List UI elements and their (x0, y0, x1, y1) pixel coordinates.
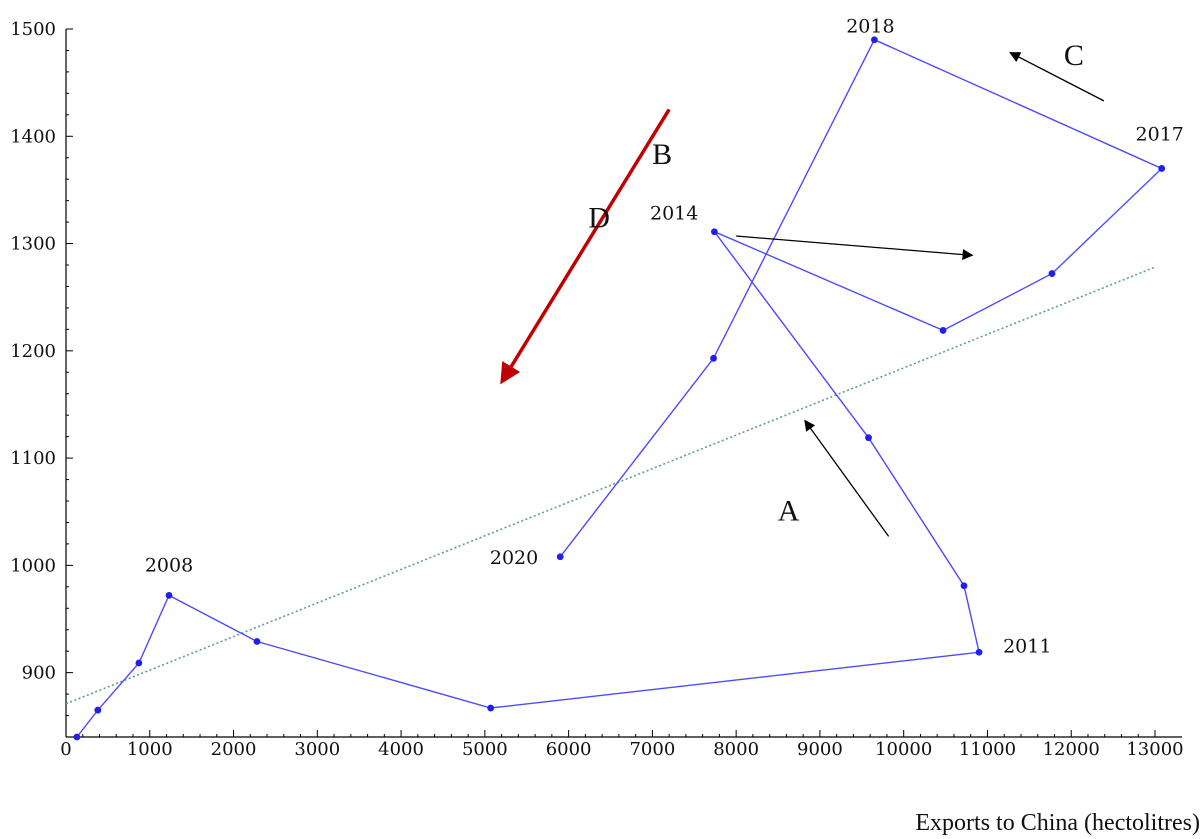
x-tick-label: 1000 (127, 739, 173, 760)
data-point (939, 327, 947, 334)
point-label: 2020 (490, 547, 538, 569)
data-point (865, 434, 872, 442)
data-point (975, 648, 983, 656)
x-axis-label: Exports to China (hectolitres) (915, 810, 1200, 836)
data-point (710, 228, 718, 236)
x-tick-label: 8000 (713, 739, 759, 760)
x-tick-label: 9000 (797, 739, 843, 760)
annotation-arrow (500, 108, 671, 385)
data-point (1158, 165, 1166, 172)
x-tick-label: 7000 (629, 739, 675, 760)
annotation-letter: C (1064, 39, 1084, 72)
data-point (94, 706, 102, 714)
data-point (870, 36, 878, 44)
point-label: 2008 (145, 554, 193, 576)
data-point (1048, 270, 1056, 277)
annotation-arrow (804, 419, 890, 537)
x-tick-label: 13000 (1126, 739, 1183, 760)
point-label: 2018 (846, 16, 894, 38)
y-tick-label: 1100 (10, 448, 56, 469)
trendline (65, 266, 1156, 705)
data-point (165, 592, 173, 599)
annotations: A B C D (500, 39, 1105, 537)
data-point (487, 704, 495, 712)
annotation-letter: A (778, 494, 800, 527)
annotation-letter: B (652, 138, 672, 171)
point-label: 2014 (650, 203, 698, 225)
x-tick-label: 4000 (378, 739, 424, 760)
data-point (960, 582, 968, 590)
x-tick-label: 11000 (959, 739, 1016, 760)
x-tick-label: 12000 (1043, 739, 1100, 760)
data-point (556, 553, 564, 561)
annotation-arrow (736, 235, 974, 261)
y-tick-label: 1000 (10, 555, 56, 576)
annotation-arrow (1009, 52, 1105, 102)
data-point (73, 733, 81, 741)
x-tick-label: 6000 (546, 739, 592, 760)
y-tick-label: 900 (22, 663, 56, 684)
data-series: 2008 2011 2014 2017 2018 2020 (73, 16, 1184, 741)
x-tick-label: 2000 (211, 739, 257, 760)
trendline (65, 266, 1156, 705)
data-point (253, 638, 261, 645)
series-line (76, 38, 1163, 738)
data-point (710, 354, 717, 362)
x-tick-label: 0 (60, 739, 71, 760)
axes: 0 1000 2000 3000 4000 5000 6000 7000 8000 9000 100… (10, 19, 1183, 760)
y-tick-label: 1500 (10, 19, 56, 40)
annotation-letter: D (588, 201, 610, 234)
point-label: 2017 (1136, 123, 1184, 145)
x-tick-label: 5000 (462, 739, 508, 760)
y-tick-label: 1200 (10, 341, 56, 362)
x-tick-label: 3000 (294, 739, 340, 760)
data-point (135, 659, 143, 667)
x-tick-label: 10000 (875, 739, 932, 760)
point-label: 2011 (1003, 635, 1051, 657)
y-tick-label: 1400 (10, 126, 56, 147)
y-tick-label: 1300 (10, 234, 56, 255)
